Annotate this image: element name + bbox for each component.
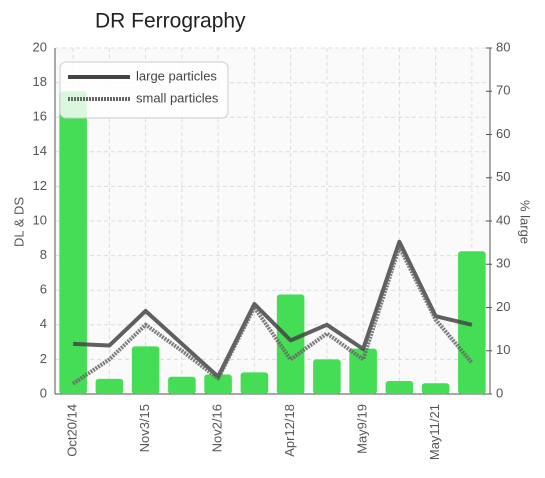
y-tick-label: 6 — [40, 282, 47, 297]
bar — [421, 383, 450, 394]
x-tick-label: Oct20/14 — [65, 404, 80, 457]
legend-label: large particles — [136, 68, 217, 83]
x-tick-label: Apr12/18 — [282, 404, 297, 457]
chart-title: DR Ferrography — [95, 10, 246, 33]
line-series — [72, 244, 474, 386]
y2-tick-label: 20 — [496, 299, 510, 314]
y2-tick-label: 80 — [496, 39, 510, 54]
x-tick-label: May9/19 — [355, 404, 370, 454]
bar — [458, 251, 486, 394]
y-tick-label: 0 — [40, 385, 47, 400]
y-tick-label: 10 — [33, 212, 47, 227]
y2-tick-label: 0 — [496, 385, 503, 400]
bar — [240, 372, 269, 394]
bar — [385, 381, 414, 394]
y-axis-label: DL & DS — [11, 197, 26, 247]
y2-tick-label: 10 — [496, 342, 510, 357]
bar — [95, 378, 124, 394]
bar — [59, 91, 87, 394]
bar — [313, 359, 341, 394]
y-tick-label: 12 — [33, 178, 47, 193]
y2-tick-label: 60 — [496, 126, 510, 141]
x-tick-label: May11/21 — [427, 404, 442, 460]
y2-tick-label: 40 — [496, 212, 510, 227]
y2-axis-label: % large — [518, 200, 533, 244]
y-tick-label: 14 — [33, 143, 47, 158]
bar — [204, 374, 232, 394]
y2-tick-label: 70 — [496, 83, 510, 98]
y-tick-label: 20 — [33, 39, 47, 54]
y-tick-label: 8 — [40, 247, 47, 262]
bar — [276, 294, 305, 394]
x-tick-label: Nov3/15 — [137, 404, 152, 452]
y-tick-label: 2 — [40, 351, 47, 366]
y-tick-label: 18 — [33, 74, 47, 89]
legend-label: small particles — [136, 90, 219, 105]
y-tick-label: 4 — [40, 316, 47, 331]
y2-tick-label: 30 — [496, 256, 510, 271]
line-series — [73, 239, 473, 379]
y2-tick-label: 50 — [496, 169, 510, 184]
bar — [131, 346, 160, 394]
bar — [349, 348, 377, 394]
x-tick-label: Nov2/16 — [210, 404, 225, 452]
y-tick-label: 16 — [33, 109, 47, 124]
bar — [168, 376, 196, 394]
